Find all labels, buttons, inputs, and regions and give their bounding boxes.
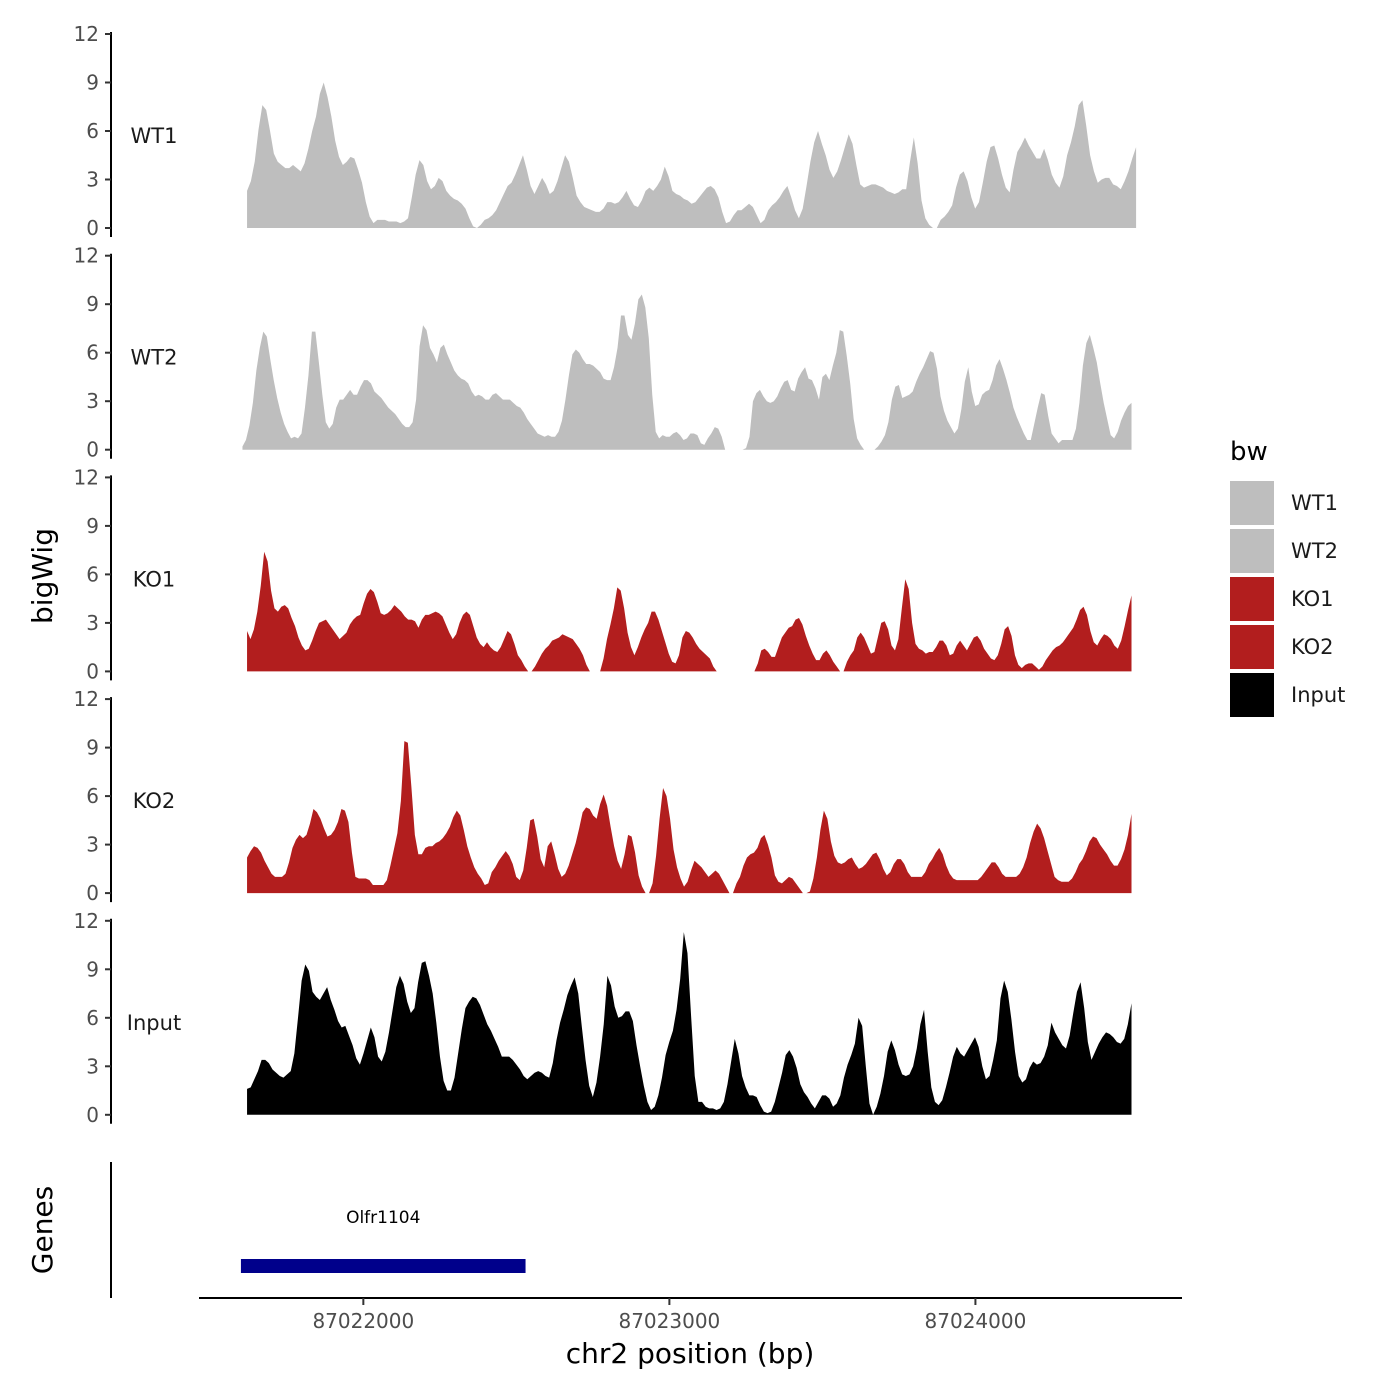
y-tick-label: 0 [86, 216, 99, 240]
legend-item-Input: Input [1228, 671, 1345, 719]
legend-swatch [1228, 479, 1276, 527]
coverage-area-KO1 [247, 551, 1132, 672]
y-tick-label: 6 [86, 784, 99, 808]
legend-swatch [1228, 671, 1276, 719]
gene-body [240, 1259, 526, 1273]
y-tick-label: 6 [86, 1006, 99, 1030]
legend-swatch [1228, 575, 1276, 623]
legend-swatch [1228, 527, 1276, 575]
y-tick-label: 0 [86, 659, 99, 683]
legend-label: KO2 [1291, 635, 1334, 659]
y-tick-label: 3 [86, 168, 99, 192]
coverage-area-Input [247, 932, 1132, 1115]
y-tick-label: 12 [74, 244, 99, 268]
y-tick-label: 0 [86, 438, 99, 462]
y-tick-label: 3 [86, 389, 99, 413]
genes-title: Genes [26, 1186, 59, 1274]
y-tick-label: 12 [74, 22, 99, 46]
legend-item-WT1: WT1 [1228, 479, 1338, 527]
gene-label: Olfr1104 [346, 1208, 420, 1228]
legend-label: KO1 [1291, 587, 1334, 611]
track-WT1: 0 3 6 9 12 WT1 [74, 22, 1137, 240]
track-label: Input [127, 1011, 181, 1035]
y-tick-label: 3 [86, 611, 99, 635]
legend-swatch [1228, 623, 1276, 671]
legend: bw WT1 WT2 KO1 KO2 Input [1228, 437, 1345, 719]
y-tick-label: 12 [74, 465, 99, 489]
x-tick-label: 87023000 [618, 1309, 720, 1333]
y-tick-label: 12 [74, 909, 99, 933]
track-KO2: 0 3 6 9 12 KO2 [74, 687, 1132, 905]
coverage-area-WT1 [247, 82, 1137, 228]
track-label: WT2 [131, 346, 178, 370]
legend-item-KO2: KO2 [1228, 623, 1334, 671]
x-ticks-layer: 87022000 87023000 87024000 [312, 1298, 1026, 1333]
legend-label: WT1 [1291, 491, 1338, 515]
legend-item-WT2: WT2 [1228, 527, 1338, 575]
legend-label: Input [1291, 683, 1345, 707]
y-tick-label: 9 [86, 736, 99, 760]
y-tick-label: 0 [86, 881, 99, 905]
y-tick-label: 0 [86, 1103, 99, 1127]
y-tick-label: 6 [86, 562, 99, 586]
y-tick-label: 9 [86, 292, 99, 316]
genes-layer: Olfr1104 [240, 1208, 526, 1273]
x-axis-title: chr2 position (bp) [566, 1337, 815, 1370]
track-label: KO1 [133, 567, 176, 591]
y-tick-label: 9 [86, 957, 99, 981]
y-tick-label: 9 [86, 71, 99, 95]
coverage-area-WT2 [242, 294, 1132, 450]
y-axis-title: bigWig [26, 528, 59, 624]
y-tick-label: 12 [74, 687, 99, 711]
y-tick-label: 6 [86, 341, 99, 365]
legend-label: WT2 [1291, 539, 1338, 563]
x-tick-label: 87022000 [312, 1309, 414, 1333]
y-tick-label: 9 [86, 514, 99, 538]
legend-title: bw [1230, 437, 1268, 467]
track-KO1: 0 3 6 9 12 KO1 [74, 465, 1132, 683]
track-WT2: 0 3 6 9 12 WT2 [74, 244, 1132, 462]
y-tick-label: 3 [86, 1054, 99, 1078]
x-axis: 87022000 87023000 87024000 chr2 position (… [199, 1297, 1182, 1370]
legend-items: WT1 WT2 KO1 KO2 Input [1228, 479, 1345, 719]
y-tick-label: 6 [86, 119, 99, 143]
y-tick-label: 3 [86, 833, 99, 857]
legend-item-KO1: KO1 [1228, 575, 1334, 623]
tracks-layer: 0 3 6 9 12 WT1 0 3 6 9 12 WT2 0 3 6 9 12 KO1 0 3 6 9 12 KO2 0 3 6 9… [74, 22, 1137, 1127]
track-Input: 0 3 6 9 12 Input [74, 909, 1132, 1127]
x-tick-label: 87024000 [925, 1309, 1027, 1333]
track-label: KO2 [133, 789, 176, 813]
coverage-area-KO2 [247, 741, 1132, 894]
genes-panel: Genes Olfr1104 [26, 1162, 526, 1298]
track-label: WT1 [131, 124, 178, 148]
